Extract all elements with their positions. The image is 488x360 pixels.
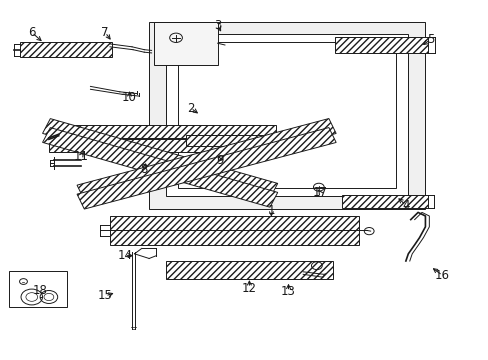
Polygon shape [49, 139, 276, 152]
Polygon shape [166, 261, 332, 279]
Text: 18: 18 [33, 284, 47, 297]
Polygon shape [77, 118, 335, 200]
Polygon shape [110, 230, 359, 245]
Text: 13: 13 [281, 285, 295, 298]
Polygon shape [185, 135, 317, 146]
Text: 3: 3 [213, 19, 221, 32]
Text: 5: 5 [426, 33, 433, 46]
Text: 9: 9 [216, 154, 224, 167]
Polygon shape [154, 22, 217, 65]
Polygon shape [342, 195, 427, 208]
Polygon shape [334, 37, 427, 53]
Polygon shape [77, 127, 335, 209]
Text: 17: 17 [312, 186, 327, 199]
Text: 12: 12 [242, 282, 256, 294]
Polygon shape [178, 42, 395, 188]
Text: 15: 15 [98, 289, 112, 302]
Polygon shape [149, 22, 425, 209]
Text: 14: 14 [117, 249, 132, 262]
Text: 2: 2 [186, 102, 194, 114]
Polygon shape [20, 42, 112, 57]
Text: 1: 1 [267, 204, 275, 217]
Text: 10: 10 [122, 91, 137, 104]
Text: 16: 16 [434, 269, 449, 282]
Text: 4: 4 [401, 199, 409, 212]
Text: 11: 11 [73, 150, 88, 163]
Text: 7: 7 [101, 26, 109, 39]
Polygon shape [49, 125, 276, 138]
Polygon shape [166, 34, 407, 196]
Text: 6: 6 [28, 26, 36, 39]
Polygon shape [110, 216, 359, 230]
Bar [9, 271, 67, 307]
Polygon shape [42, 127, 277, 207]
Text: 8: 8 [140, 163, 148, 176]
Polygon shape [42, 118, 277, 198]
